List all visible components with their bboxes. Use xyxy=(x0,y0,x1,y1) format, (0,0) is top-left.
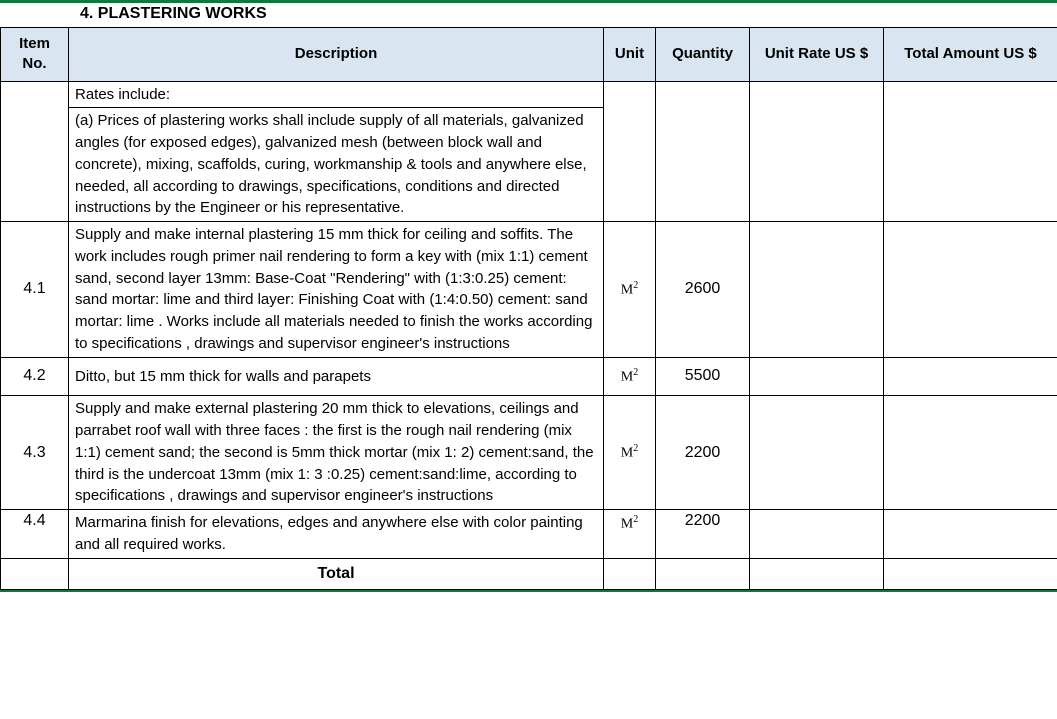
cell-desc: Supply and make internal plastering 15 m… xyxy=(69,222,604,358)
th-unit: Unit xyxy=(604,28,656,82)
cell-total xyxy=(884,222,1057,358)
cell-desc: Ditto, but 15 mm thick for walls and par… xyxy=(69,357,604,396)
boq-table: Item No. Description Unit Quantity Unit … xyxy=(0,27,1057,590)
cell-qty: 2600 xyxy=(656,222,750,358)
desc-text: Supply and make internal plastering 15 m… xyxy=(75,224,597,355)
unit-exp: 2 xyxy=(633,514,638,525)
cell-total-total xyxy=(884,558,1057,589)
cell-unit-notes xyxy=(604,81,656,222)
cell-item-no-notes xyxy=(1,81,69,222)
table-row-notes: Rates include: (a) Prices of plastering … xyxy=(1,81,1057,222)
cell-qty: 5500 xyxy=(656,357,750,396)
th-item-no: Item No. xyxy=(1,28,69,82)
cell-desc: Supply and make external plastering 20 m… xyxy=(69,396,604,510)
th-description: Description xyxy=(69,28,604,82)
cell-unit: M2 xyxy=(604,357,656,396)
unit-base: M xyxy=(621,370,633,385)
table-header-row: Item No. Description Unit Quantity Unit … xyxy=(1,28,1057,82)
cell-item-no: 4.4 xyxy=(1,510,69,559)
th-quantity: Quantity xyxy=(656,28,750,82)
cell-qty-notes xyxy=(656,81,750,222)
table-row: 4.3 Supply and make external plastering … xyxy=(1,396,1057,510)
cell-unit-total xyxy=(604,558,656,589)
cell-rate xyxy=(750,396,884,510)
cell-total xyxy=(884,357,1057,396)
cell-total-label: Total xyxy=(69,558,604,589)
cell-desc: Marmarina finish for elevations, edges a… xyxy=(69,510,604,559)
cell-rate-notes xyxy=(750,81,884,222)
cell-total-notes xyxy=(884,81,1057,222)
cell-desc-notes: Rates include: (a) Prices of plastering … xyxy=(69,81,604,222)
cell-item-no: 4.2 xyxy=(1,357,69,396)
cell-item-no: 4.1 xyxy=(1,222,69,358)
cell-qty: 2200 xyxy=(656,396,750,510)
cell-unit: M2 xyxy=(604,396,656,510)
desc-text: Ditto, but 15 mm thick for walls and par… xyxy=(75,360,597,394)
cell-rate xyxy=(750,222,884,358)
cell-rate xyxy=(750,510,884,559)
rates-include-label: Rates include: xyxy=(69,82,603,109)
table-row-total: Total xyxy=(1,558,1057,589)
table-row: 4.2 Ditto, but 15 mm thick for walls and… xyxy=(1,357,1057,396)
unit-base: M xyxy=(621,446,633,461)
cell-qty-total xyxy=(656,558,750,589)
cell-total xyxy=(884,396,1057,510)
cell-unit: M2 xyxy=(604,510,656,559)
table-row: 4.1 Supply and make internal plastering … xyxy=(1,222,1057,358)
th-total-amount: Total Amount US $ xyxy=(884,28,1057,82)
rates-include-body: (a) Prices of plastering works shall inc… xyxy=(69,108,603,221)
unit-exp: 2 xyxy=(633,280,638,291)
cell-rate-total xyxy=(750,558,884,589)
cell-item-no: 4.3 xyxy=(1,396,69,510)
desc-text: Supply and make external plastering 20 m… xyxy=(75,398,597,507)
cell-rate xyxy=(750,357,884,396)
section-title: 4. PLASTERING WORKS xyxy=(0,3,1057,27)
cell-item-no-total xyxy=(1,558,69,589)
unit-exp: 2 xyxy=(633,367,638,378)
unit-exp: 2 xyxy=(633,443,638,454)
cell-qty: 2200 xyxy=(656,510,750,559)
unit-base: M xyxy=(621,283,633,298)
cell-unit: M2 xyxy=(604,222,656,358)
cell-total xyxy=(884,510,1057,559)
table-row: 4.4 Marmarina finish for elevations, edg… xyxy=(1,510,1057,559)
unit-base: M xyxy=(621,517,633,532)
th-unit-rate: Unit Rate US $ xyxy=(750,28,884,82)
desc-text: Marmarina finish for elevations, edges a… xyxy=(75,512,597,556)
page-container: 4. PLASTERING WORKS Item No. Description… xyxy=(0,0,1057,592)
